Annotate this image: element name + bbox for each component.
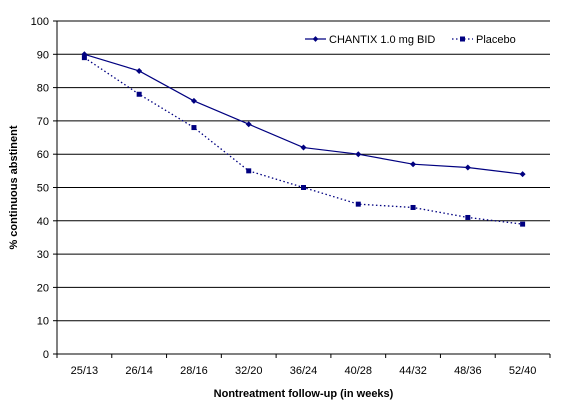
data-point-placebo (81, 55, 87, 61)
data-point-placebo (136, 91, 142, 97)
legend-label-chantix: CHANTIX 1.0 mg BID (329, 34, 435, 46)
data-point-chantix (355, 151, 362, 158)
axes (53, 20, 551, 358)
data-point-chantix (519, 171, 526, 178)
x-tick-label: 32/20 (235, 365, 263, 377)
y-tick-label: 30 (37, 249, 49, 261)
data-point-chantix (136, 67, 143, 74)
data-point-chantix (410, 161, 417, 168)
y-tick-label: 60 (37, 149, 49, 161)
series-line-placebo (84, 57, 523, 225)
legend: CHANTIX 1.0 mg BID Placebo (305, 34, 516, 46)
series-line-chantix (84, 53, 523, 175)
y-tick-label: 40 (37, 216, 49, 228)
data-point-placebo (246, 168, 252, 174)
data-point-placebo (465, 214, 471, 220)
data-point-placebo (410, 204, 416, 210)
gridlines (57, 20, 550, 322)
data-point-chantix (190, 97, 197, 104)
x-tick-labels: 25/13 26/14 28/16 32/20 36/24 40/28 44/32 48/36… (71, 365, 537, 377)
x-tick-label: 48/36 (454, 365, 482, 377)
x-tick-label: 40/28 (345, 365, 373, 377)
x-tick-label: 44/32 (399, 365, 427, 377)
data-point-placebo (520, 221, 526, 227)
y-tick-label: 20 (37, 282, 49, 294)
y-tick-label: 90 (37, 49, 49, 61)
y-tick-label: 10 (37, 316, 49, 328)
legend-label-placebo: Placebo (476, 34, 516, 46)
y-tick-label: 100 (31, 16, 49, 28)
legend-marker-placebo (460, 36, 465, 42)
x-axis-label: Nontreatment follow-up (in weeks) (214, 388, 394, 400)
y-tick-labels: 0 10 20 30 40 50 60 70 80 90 100 (31, 16, 49, 361)
x-tick-label: 36/24 (290, 365, 318, 377)
x-tick-label: 52/40 (509, 365, 537, 377)
x-tick-label: 25/13 (71, 365, 99, 377)
data-point-placebo (355, 201, 361, 207)
series (81, 51, 526, 227)
y-tick-label: 70 (37, 116, 49, 128)
x-tick-label: 28/16 (180, 365, 208, 377)
x-tick-label: 26/14 (125, 365, 153, 377)
data-point-chantix (464, 164, 471, 171)
legend-marker-chantix (312, 36, 319, 42)
data-point-chantix (245, 121, 252, 128)
y-tick-label: 0 (43, 349, 49, 361)
y-axis-label: % continuous abstinent (8, 125, 20, 249)
y-tick-label: 80 (37, 83, 49, 95)
data-point-chantix (300, 144, 307, 151)
data-point-placebo (301, 185, 306, 190)
y-tick-label: 50 (37, 183, 49, 195)
data-point-placebo (191, 125, 197, 131)
